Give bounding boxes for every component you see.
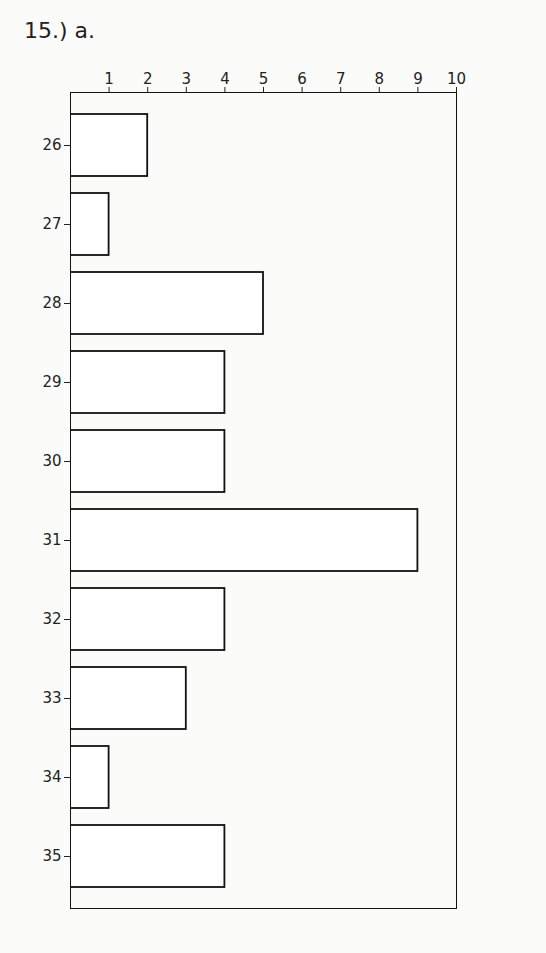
svg-text:9: 9 [413,70,423,88]
svg-text:6: 6 [297,70,307,88]
svg-text:28: 28 [42,294,61,312]
svg-text:10: 10 [447,70,466,88]
svg-text:1: 1 [104,70,114,88]
svg-text:31: 31 [42,531,61,549]
svg-text:35: 35 [42,847,61,865]
html-text:15.) a.: 15.) a. [24,18,95,43]
svg-text:7: 7 [336,70,346,88]
svg-text:33: 33 [42,689,61,707]
svg-text:8: 8 [375,70,385,88]
svg-text:27: 27 [42,215,61,233]
svg-text:3: 3 [182,70,192,88]
svg-text:4: 4 [220,70,230,88]
svg-text:5: 5 [259,70,269,88]
svg-text:29: 29 [42,373,61,391]
svg-text:2: 2 [143,70,153,88]
svg-text:34: 34 [42,768,61,786]
svg-text:26: 26 [42,136,61,154]
svg-text:30: 30 [42,452,61,470]
svg-text:32: 32 [42,610,61,628]
